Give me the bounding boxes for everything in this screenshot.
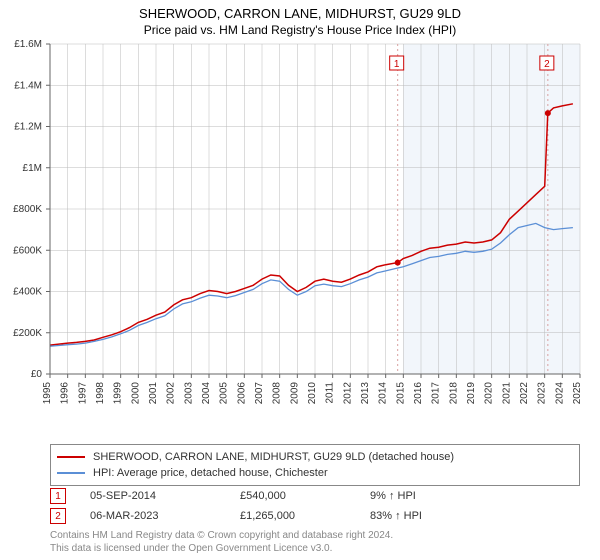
svg-text:2017: 2017 [431, 382, 442, 405]
svg-text:2014: 2014 [378, 382, 389, 405]
svg-text:2008: 2008 [272, 382, 283, 405]
svg-text:2006: 2006 [236, 382, 247, 405]
svg-text:2015: 2015 [395, 382, 406, 405]
svg-text:£400K: £400K [13, 287, 42, 298]
svg-text:2: 2 [544, 59, 550, 70]
x-axis-ticks: 1995 1996 1997 1998 1999 2000 2001 2002 2003 2004… [0, 374, 600, 444]
svg-text:2004: 2004 [201, 382, 212, 405]
svg-text:1995: 1995 [42, 382, 53, 405]
footer-line: Contains HM Land Registry data © Crown c… [50, 530, 580, 543]
svg-text:£200K: £200K [13, 328, 42, 339]
svg-text:£1.6M: £1.6M [14, 39, 42, 50]
marker-badge: 1 [50, 488, 66, 504]
svg-text:2018: 2018 [448, 382, 459, 405]
marker-pct: 9% ↑ HPI [370, 490, 510, 502]
svg-text:2007: 2007 [254, 382, 265, 405]
svg-text:£800K: £800K [13, 204, 42, 215]
svg-text:£1M: £1M [23, 163, 42, 174]
marker-price: £540,000 [240, 490, 370, 502]
svg-text:1998: 1998 [95, 382, 106, 405]
svg-text:2000: 2000 [130, 382, 141, 405]
marker-badge: 2 [50, 508, 66, 524]
legend-swatch [57, 472, 85, 474]
svg-text:2021: 2021 [501, 382, 512, 405]
legend-swatch [57, 456, 85, 458]
svg-text:2005: 2005 [219, 382, 230, 405]
legend: SHERWOOD, CARRON LANE, MIDHURST, GU29 9L… [50, 444, 580, 486]
plot-area: £0£200K£400K£600K£800K£1M£1.2M£1.4M£1.6M… [50, 44, 580, 374]
svg-text:£1.2M: £1.2M [14, 122, 42, 133]
svg-text:£1.4M: £1.4M [14, 80, 42, 91]
marker-row: 1 05-SEP-2014 £540,000 9% ↑ HPI [50, 486, 580, 506]
legend-label: SHERWOOD, CARRON LANE, MIDHURST, GU29 9L… [93, 451, 454, 463]
svg-text:1996: 1996 [60, 382, 71, 405]
marker-price: £1,265,000 [240, 510, 370, 522]
svg-text:1999: 1999 [113, 382, 124, 405]
svg-text:2024: 2024 [554, 382, 565, 405]
svg-text:2001: 2001 [148, 382, 159, 405]
svg-text:2019: 2019 [466, 382, 477, 405]
marker-row: 2 06-MAR-2023 £1,265,000 83% ↑ HPI [50, 506, 580, 526]
svg-text:2025: 2025 [572, 382, 583, 405]
svg-text:2023: 2023 [537, 382, 548, 405]
marker-date: 06-MAR-2023 [90, 510, 240, 522]
svg-text:1997: 1997 [77, 382, 88, 405]
chart-container: SHERWOOD, CARRON LANE, MIDHURST, GU29 9L… [0, 0, 600, 560]
svg-text:2022: 2022 [519, 382, 530, 405]
footer-line: This data is licensed under the Open Gov… [50, 543, 580, 556]
chart-title: SHERWOOD, CARRON LANE, MIDHURST, GU29 9L… [0, 6, 600, 21]
chart-subtitle: Price paid vs. HM Land Registry's House … [0, 23, 600, 37]
marker-table: 1 05-SEP-2014 £540,000 9% ↑ HPI 2 06-MAR… [50, 486, 580, 526]
svg-text:2020: 2020 [484, 382, 495, 405]
legend-item: SHERWOOD, CARRON LANE, MIDHURST, GU29 9L… [57, 449, 573, 465]
titles: SHERWOOD, CARRON LANE, MIDHURST, GU29 9L… [0, 0, 600, 37]
svg-text:2011: 2011 [325, 382, 336, 404]
legend-item: HPI: Average price, detached house, Chic… [57, 465, 573, 481]
svg-text:2010: 2010 [307, 382, 318, 405]
svg-text:2016: 2016 [413, 382, 424, 405]
svg-text:2003: 2003 [183, 382, 194, 405]
marker-date: 05-SEP-2014 [90, 490, 240, 502]
svg-text:£600K: £600K [13, 245, 42, 256]
marker-pct: 83% ↑ HPI [370, 510, 510, 522]
svg-text:2013: 2013 [360, 382, 371, 405]
svg-text:2012: 2012 [342, 382, 353, 405]
svg-text:2002: 2002 [166, 382, 177, 405]
svg-text:1: 1 [394, 59, 400, 70]
svg-text:2009: 2009 [289, 382, 300, 405]
legend-label: HPI: Average price, detached house, Chic… [93, 467, 328, 479]
footer: Contains HM Land Registry data © Crown c… [50, 530, 580, 555]
